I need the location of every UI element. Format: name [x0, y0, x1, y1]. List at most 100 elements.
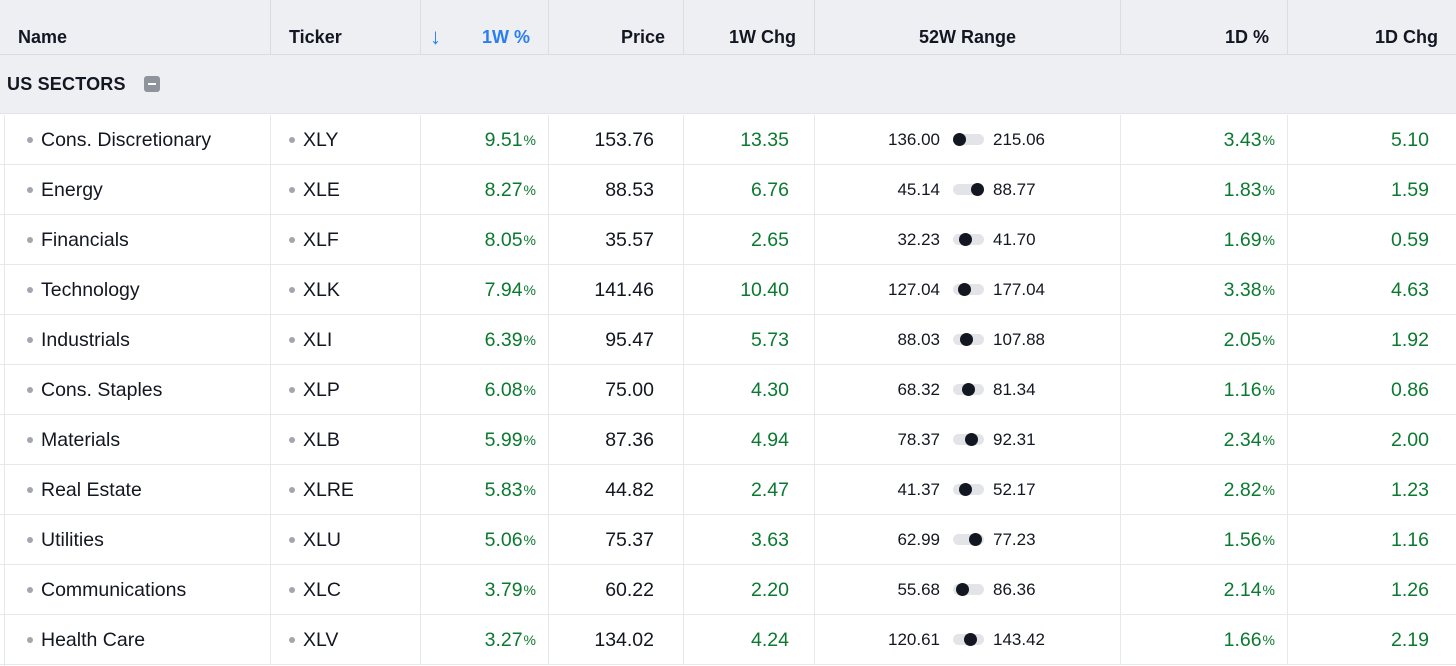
percent-sign: % — [523, 532, 536, 548]
range-knob-icon — [970, 183, 984, 196]
table-row[interactable]: Energy XLE 8.27% 88.53 6.76 45.14 88.77 1.83% 1.… — [0, 165, 1456, 215]
bullet-icon — [27, 337, 33, 343]
range-knob-icon — [958, 283, 972, 296]
range-52w-cell: 88.03 107.88 — [815, 315, 1121, 365]
w1-pct-cell: 6.39% — [421, 315, 549, 365]
percent-sign: % — [1262, 582, 1275, 598]
table-row[interactable]: Industrials XLI 6.39% 95.47 5.73 88.03 107.88 2… — [0, 315, 1456, 365]
d1-chg-cell: 5.10 — [1288, 115, 1456, 165]
ticker-cell: XLRE — [271, 465, 421, 515]
table-row[interactable]: Materials XLB 5.99% 87.36 4.94 78.37 92.31 2.34… — [0, 415, 1456, 465]
range-slider — [953, 483, 984, 496]
price-value: 88.53 — [605, 178, 654, 201]
sector-name-cell: Communications — [5, 565, 271, 615]
bullet-icon — [27, 537, 33, 543]
range-low-value: 78.37 — [897, 430, 940, 449]
d1-pct-cell: 3.43% — [1121, 115, 1288, 165]
column-header-52w-range[interactable]: 52W Range — [815, 0, 1121, 55]
range-slider — [953, 383, 984, 396]
range-52w-cell: 45.14 88.77 — [815, 165, 1121, 215]
percent-sign: % — [1262, 532, 1275, 548]
range-slider — [953, 633, 984, 646]
ticker-symbol[interactable]: XLY — [303, 128, 339, 151]
price-cell: 141.46 — [549, 265, 684, 315]
d1-pct-cell: 2.34% — [1121, 415, 1288, 465]
bullet-icon — [289, 287, 295, 293]
d1-chg-cell: 2.19 — [1288, 615, 1456, 665]
column-header-name[interactable]: Name — [0, 0, 271, 55]
w1-pct-value: 5.06 — [484, 528, 523, 551]
w1-pct-cell: 5.99% — [421, 415, 549, 465]
column-header-ticker[interactable]: Ticker — [271, 0, 421, 55]
ticker-symbol[interactable]: XLV — [303, 628, 339, 651]
table-row[interactable]: Real Estate XLRE 5.83% 44.82 2.47 41.37 52.17 2… — [0, 465, 1456, 515]
table-row[interactable]: Cons. Staples XLP 6.08% 75.00 4.30 68.32 81.34… — [0, 365, 1456, 415]
sector-name-cell: Real Estate — [5, 465, 271, 515]
column-header-1w-pct-label: 1W % — [481, 27, 530, 47]
table-row[interactable]: Communications XLC 3.79% 60.22 2.20 55.68 86.3… — [0, 565, 1456, 615]
bullet-icon — [289, 487, 295, 493]
price-value: 75.37 — [605, 528, 654, 551]
ticker-symbol[interactable]: XLRE — [303, 478, 354, 501]
ticker-symbol[interactable]: XLP — [303, 378, 340, 401]
percent-sign: % — [523, 432, 536, 448]
ticker-cell: XLI — [271, 315, 421, 365]
group-row-us-sectors: US SECTORS — [0, 55, 1456, 114]
w1-pct-cell: 5.83% — [421, 465, 549, 515]
sector-name: Cons. Discretionary — [41, 128, 212, 151]
percent-sign: % — [1262, 332, 1275, 348]
column-header-price[interactable]: Price — [549, 0, 684, 55]
d1-pct-value: 1.83 — [1223, 178, 1262, 201]
range-knob-icon — [955, 583, 969, 596]
ticker-symbol[interactable]: XLU — [303, 528, 341, 551]
table-row[interactable]: Utilities XLU 5.06% 75.37 3.63 62.99 77.23 1.56… — [0, 515, 1456, 565]
range-low-value: 136.00 — [888, 130, 940, 149]
ticker-symbol[interactable]: XLE — [303, 178, 340, 201]
bullet-icon — [27, 237, 33, 243]
percent-sign: % — [1262, 282, 1275, 298]
w1-chg-value: 6.76 — [751, 178, 789, 201]
w1-pct-cell: 3.27% — [421, 615, 549, 665]
column-header-1d-pct[interactable]: 1D % — [1121, 0, 1288, 55]
bullet-icon — [27, 437, 33, 443]
ticker-symbol[interactable]: XLF — [303, 228, 339, 251]
column-header-1w-chg[interactable]: 1W Chg — [684, 0, 815, 55]
range-high-value: 215.06 — [993, 130, 1045, 149]
w1-chg-cell: 13.35 — [684, 115, 815, 165]
d1-pct-value: 1.66 — [1223, 628, 1262, 651]
w1-chg-value: 4.94 — [751, 428, 789, 451]
table-row[interactable]: Cons. Discretionary XLY 9.51% 153.76 13.35 13… — [0, 115, 1456, 165]
w1-chg-cell: 2.65 — [684, 215, 815, 265]
price-cell: 44.82 — [549, 465, 684, 515]
range-high-value: 107.88 — [993, 330, 1045, 349]
range-52w-cell: 62.99 77.23 — [815, 515, 1121, 565]
column-header-1w-pct[interactable]: ↓ 1W % — [421, 0, 549, 55]
table-row[interactable]: Technology XLK 7.94% 141.46 10.40 127.04 177.0… — [0, 265, 1456, 315]
w1-pct-cell: 5.06% — [421, 515, 549, 565]
table-row[interactable]: Financials XLF 8.05% 35.57 2.65 32.23 41.70 1.6… — [0, 215, 1456, 265]
ticker-cell: XLB — [271, 415, 421, 465]
ticker-symbol[interactable]: XLK — [303, 278, 340, 301]
price-value: 134.02 — [594, 628, 654, 651]
range-slider — [953, 333, 984, 346]
range-knob-icon — [962, 383, 976, 396]
d1-chg-cell: 2.00 — [1288, 415, 1456, 465]
bullet-icon — [27, 137, 33, 143]
ticker-symbol[interactable]: XLB — [303, 428, 340, 451]
range-52w-cell: 120.61 143.42 — [815, 615, 1121, 665]
percent-sign: % — [523, 382, 536, 398]
column-header-1d-pct-label: 1D % — [1224, 27, 1269, 47]
ticker-symbol[interactable]: XLC — [303, 578, 341, 601]
ticker-cell: XLE — [271, 165, 421, 215]
table-row[interactable]: Health Care XLV 3.27% 134.02 4.24 120.61 143.4… — [0, 615, 1456, 665]
w1-chg-cell: 2.47 — [684, 465, 815, 515]
column-header-1d-chg[interactable]: 1D Chg — [1288, 0, 1456, 55]
ticker-symbol[interactable]: XLI — [303, 328, 333, 351]
bullet-icon — [289, 637, 295, 643]
range-knob-icon — [959, 333, 973, 346]
d1-chg-value: 1.16 — [1391, 528, 1429, 551]
collapse-icon[interactable] — [143, 76, 160, 92]
d1-pct-value: 1.56 — [1223, 528, 1262, 551]
bullet-icon — [27, 187, 33, 193]
w1-chg-cell: 10.40 — [684, 265, 815, 315]
